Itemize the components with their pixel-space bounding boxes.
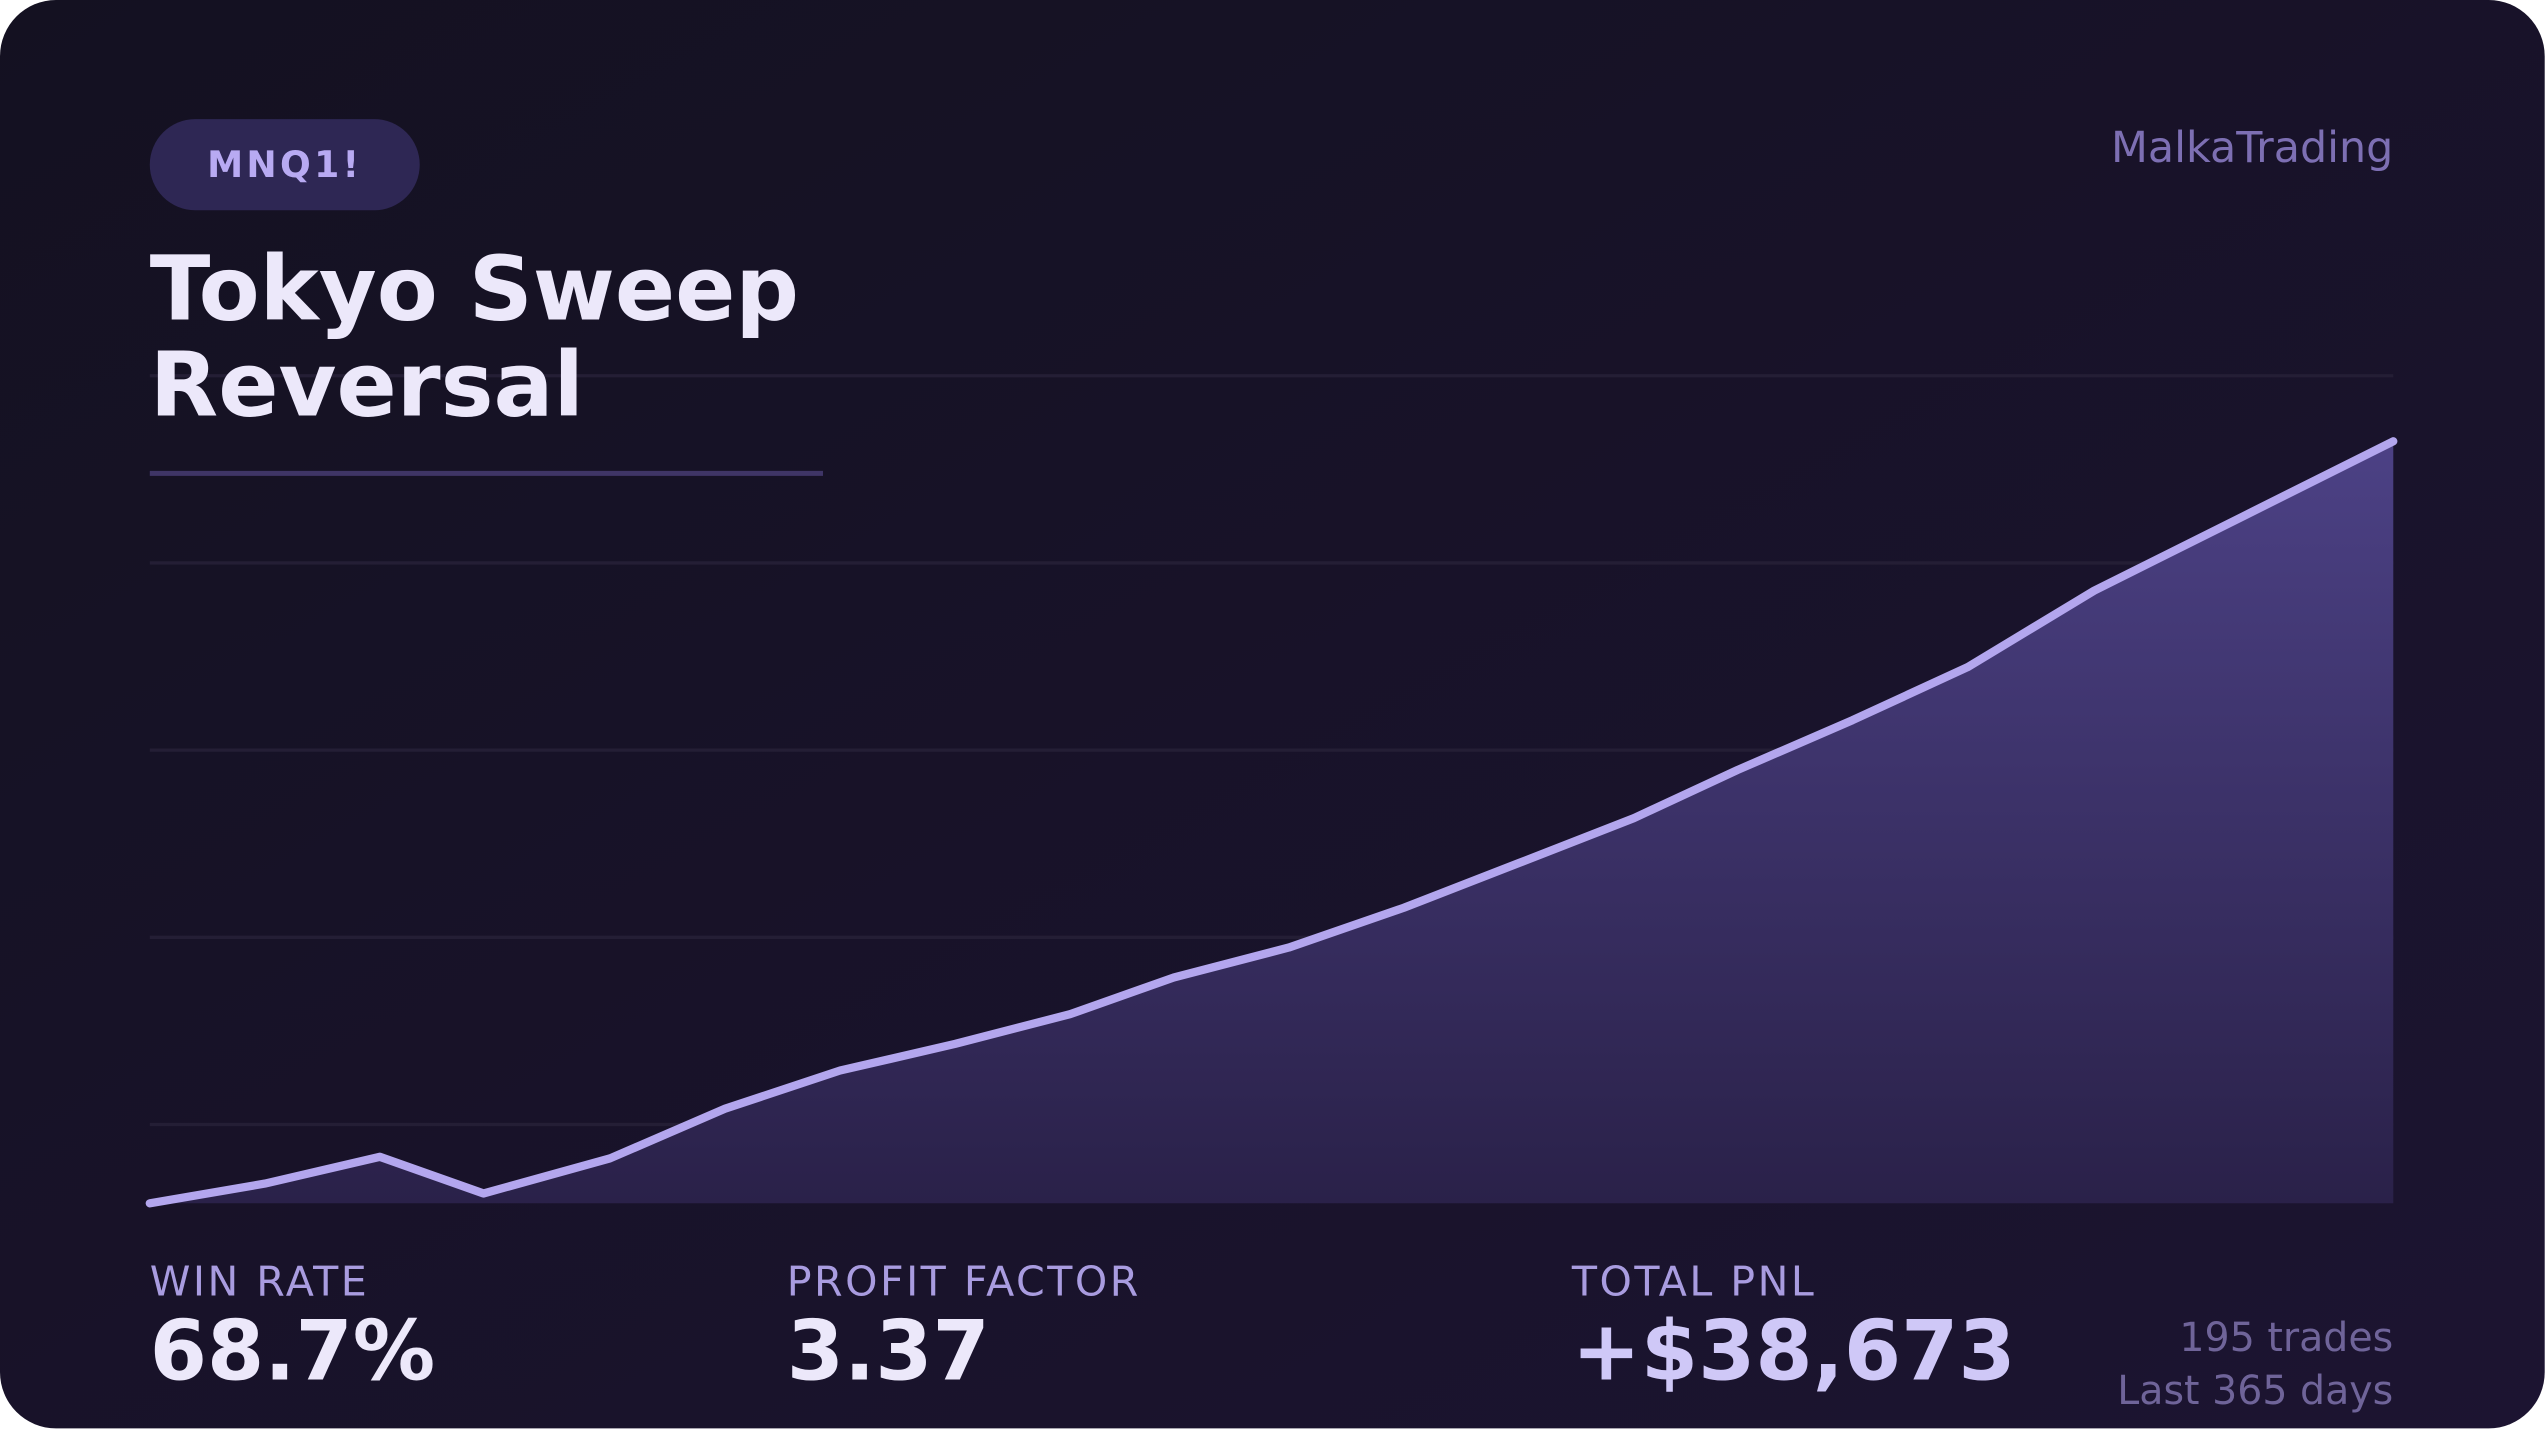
brand: MalkaTrading <box>2111 123 2393 173</box>
area-fill <box>149 441 2394 1204</box>
badge <box>149 119 420 211</box>
title-container: Tokyo Sweep Reversal <box>149 241 800 437</box>
stat-label: PROFIT FACTOR <box>787 1257 1141 1305</box>
equity-line <box>145 437 2398 1208</box>
stat-value: +$38,673 <box>1572 1304 2016 1400</box>
stat-value: 3.37 <box>787 1304 990 1400</box>
stat-value: 68.7% <box>150 1304 435 1400</box>
stat-label: WIN RATE <box>150 1257 369 1305</box>
footnote: 195 trades <box>2179 1315 2393 1361</box>
stat-label: TOTAL PNL <box>1571 1257 1816 1305</box>
chart-title: Tokyo Sweep Reversal <box>149 241 800 437</box>
footnote: Last 365 days <box>2117 1368 2393 1414</box>
badge-text: MNQ1! <box>207 143 362 186</box>
